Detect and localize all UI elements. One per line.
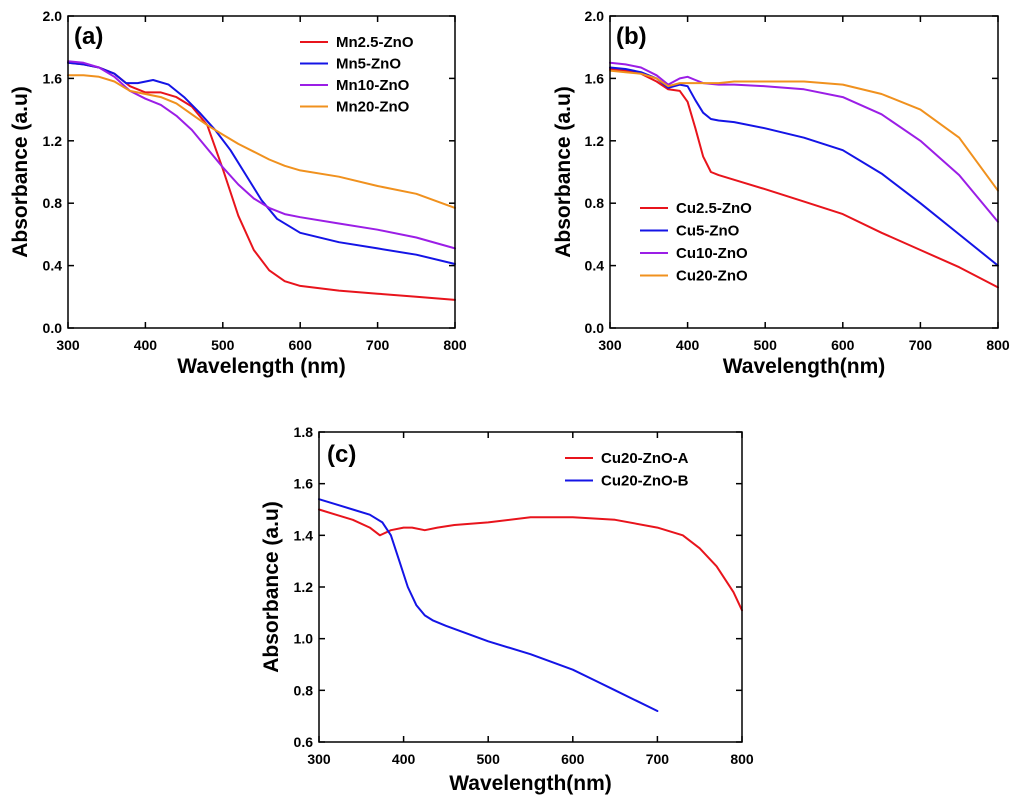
y-tick-label: 1.2 [43, 133, 63, 149]
x-tick-label: 400 [676, 337, 700, 353]
y-tick-label: 1.6 [43, 70, 63, 86]
legend-label: Cu10-ZnO [676, 245, 748, 262]
series-line-2-1 [609, 68, 999, 289]
x-tick-label: 600 [561, 751, 585, 767]
x-tick-label: 300 [598, 337, 622, 353]
x-axis-title: Wavelength(nm) [449, 772, 612, 795]
y-axis-title: Absorbance (a.u) [552, 86, 575, 258]
legend-label: Mn10-ZnO [336, 77, 410, 94]
legend: Cu20-ZnO-A Cu20-ZnO-B [565, 450, 689, 490]
y-tick-label: 1.2 [294, 579, 314, 595]
y-tick-label: 1.6 [585, 70, 605, 86]
series-line-2-4 [609, 69, 999, 192]
y-tick-label: 1.0 [294, 631, 314, 647]
legend-label: Cu20-ZnO-A [601, 450, 689, 467]
x-tick-label: 500 [477, 751, 501, 767]
legend-label: Cu20-ZnO-B [601, 473, 689, 490]
plot-frame [67, 15, 456, 329]
panel-label: (a) [74, 23, 103, 50]
y-tick-label: 2.0 [585, 8, 605, 24]
y-tick-label: 0.8 [43, 195, 63, 211]
plot-frame [609, 15, 999, 329]
x-tick-label: 300 [56, 337, 80, 353]
x-tick-label: 800 [730, 751, 754, 767]
x-tick-label: 700 [646, 751, 670, 767]
chart-panel-2: 300 400 500 600 700 800 0.0 0.4 0.8 1.2 1.6 2.0 Wave… [552, 8, 1010, 378]
legend-label: Mn2.5-ZnO [336, 34, 414, 51]
y-tick-label: 0.0 [585, 320, 605, 336]
y-tick-label: 1.4 [294, 527, 314, 543]
legend-label: Mn5-ZnO [336, 56, 401, 73]
x-tick-label: 400 [392, 751, 416, 767]
legend-label: Cu20-ZnO [676, 268, 748, 285]
legend-label: Cu5-ZnO [676, 223, 740, 240]
y-tick-label: 0.8 [585, 195, 605, 211]
x-tick-label: 700 [909, 337, 933, 353]
x-tick-label: 500 [754, 337, 778, 353]
y-axis-title: Absorbance (a.u) [260, 501, 283, 673]
chart-panel-3: 300 400 500 600 700 800 0.6 0.8 1.0 1.2 1.4 1.6 1.8 W… [260, 424, 754, 795]
y-tick-label: 0.4 [585, 258, 605, 274]
series-line-3-2 [318, 498, 659, 712]
series-line-2-2 [609, 66, 999, 267]
legend: Mn2.5-ZnO Mn5-ZnO Mn10-ZnO Mn20-ZnO [300, 34, 414, 116]
legend: Cu2.5-ZnO Cu5-ZnO Cu10-ZnO Cu20-ZnO [640, 200, 752, 285]
x-axis-title: Wavelength (nm) [177, 355, 345, 378]
panel-label: (b) [616, 23, 647, 50]
series-line-1-2 [67, 61, 456, 265]
series-line-3-1 [318, 508, 743, 612]
y-tick-label: 2.0 [43, 8, 63, 24]
x-axis-title: Wavelength(nm) [723, 355, 886, 378]
x-tick-label: 700 [366, 337, 390, 353]
y-tick-label: 1.2 [585, 133, 605, 149]
x-tick-label: 500 [211, 337, 235, 353]
chart-panel-1: 300 400 500 600 700 800 0.0 0.4 0.8 1.2 1.6 2.0 Wave… [9, 8, 467, 378]
y-axis-title: Absorbance (a.u) [9, 86, 32, 258]
x-tick-label: 600 [289, 337, 313, 353]
series-line-1-4 [67, 74, 456, 209]
panel-label: (c) [327, 441, 356, 468]
x-tick-label: 800 [443, 337, 467, 353]
y-tick-label: 0.6 [294, 734, 314, 750]
x-tick-label: 300 [307, 751, 331, 767]
y-tick-label: 0.8 [294, 682, 314, 698]
series-line-1-3 [67, 60, 456, 250]
legend-label: Cu2.5-ZnO [676, 200, 752, 217]
legend-label: Mn20-ZnO [336, 99, 410, 116]
x-tick-label: 400 [134, 337, 158, 353]
y-tick-label: 1.6 [294, 476, 314, 492]
y-tick-label: 0.4 [43, 258, 63, 274]
y-tick-label: 0.0 [43, 320, 63, 336]
x-tick-label: 800 [986, 337, 1010, 353]
y-tick-label: 1.8 [294, 424, 314, 440]
x-tick-label: 600 [831, 337, 855, 353]
